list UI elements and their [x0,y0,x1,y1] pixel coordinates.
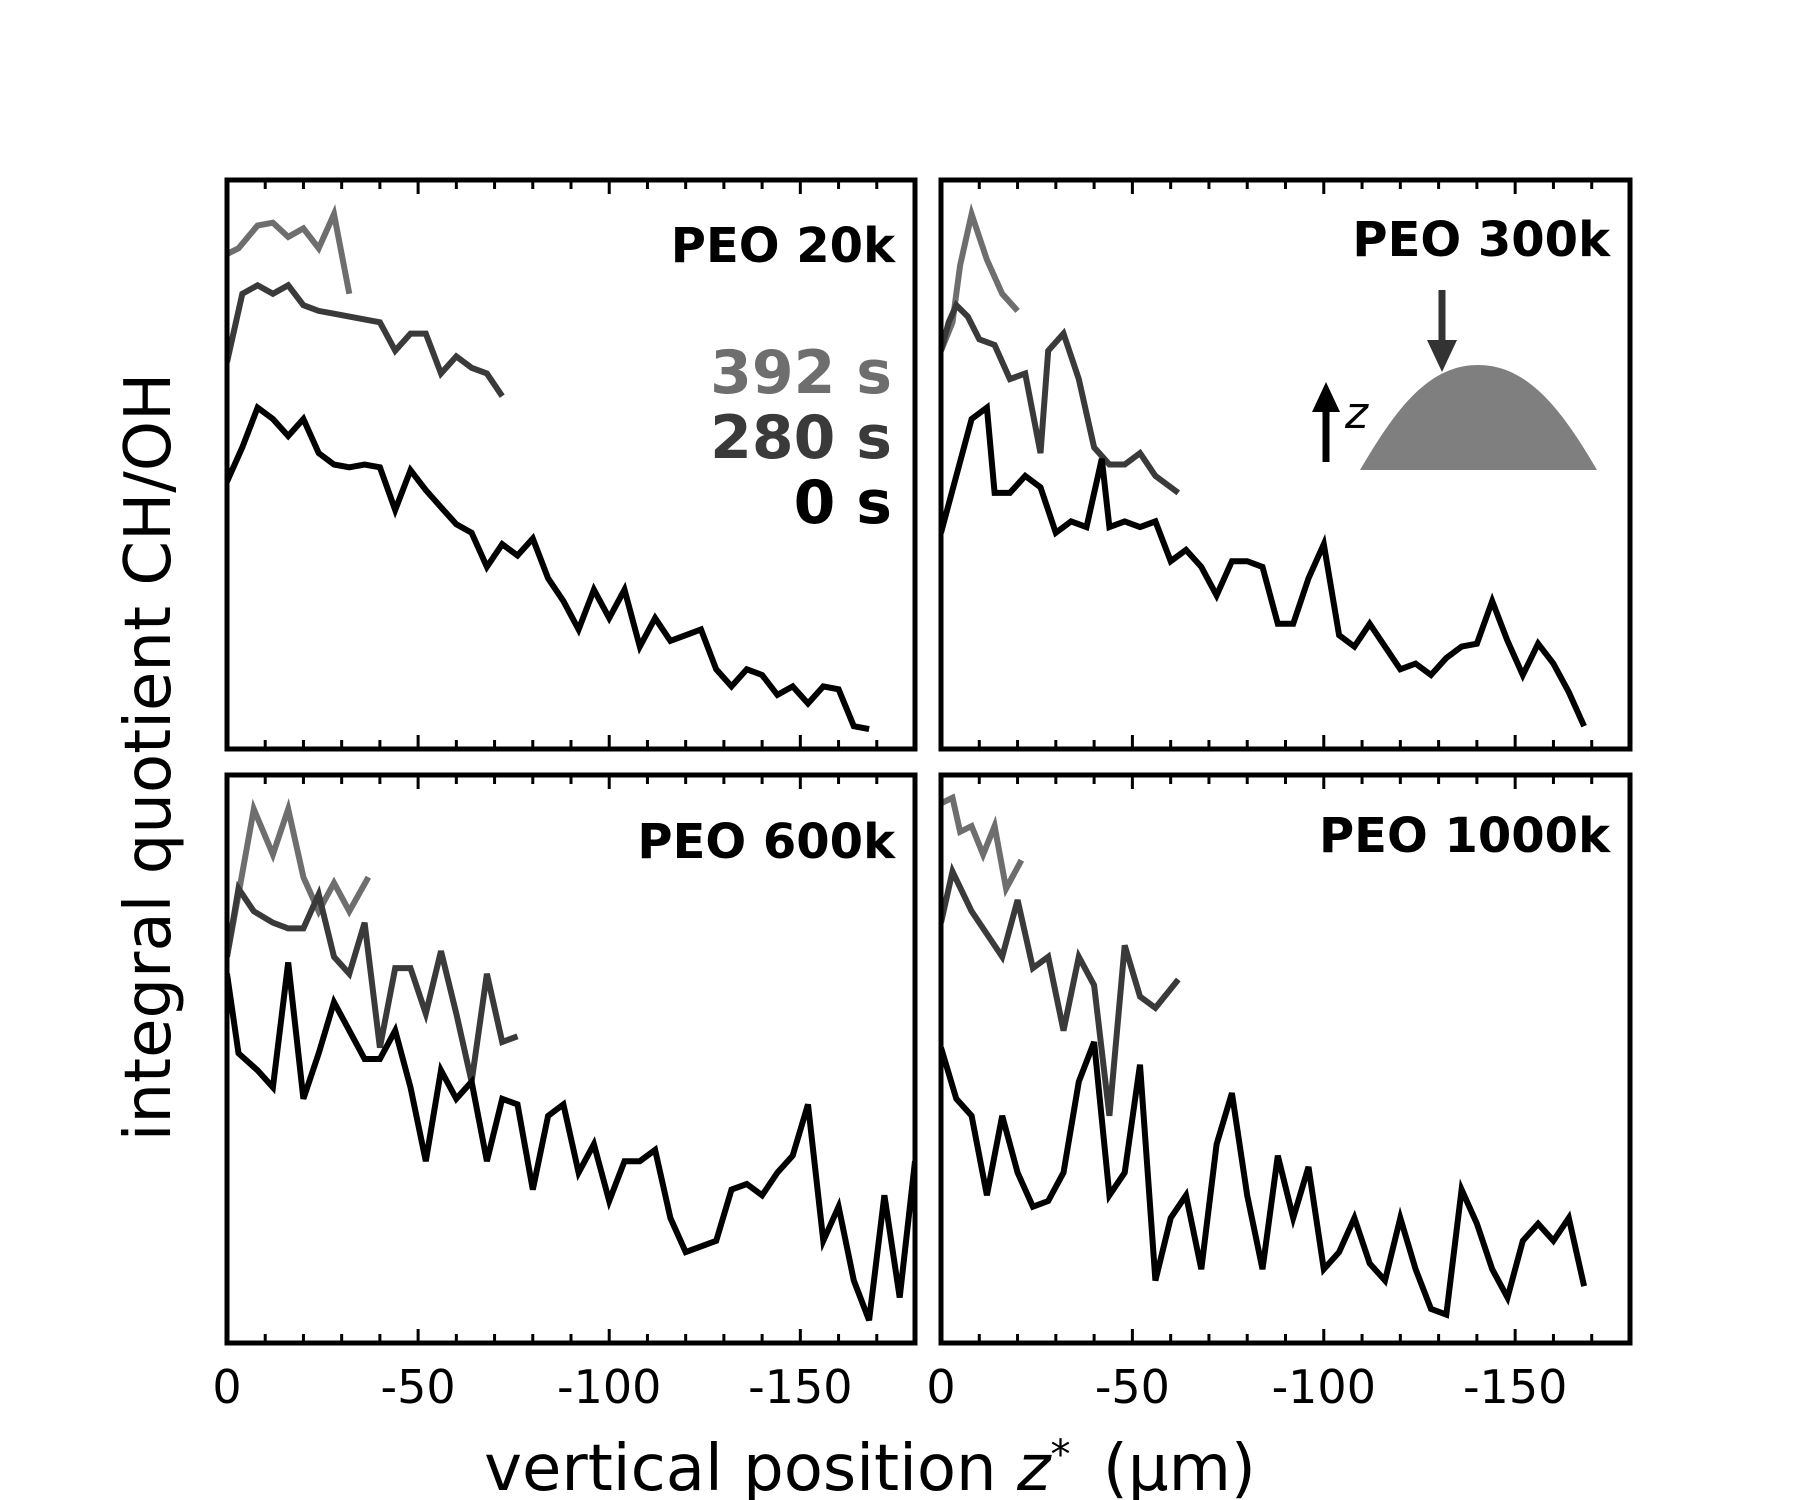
series-line-392s [941,202,1020,352]
series-group [227,204,870,733]
panel-peo-20k: PEO 20k [224,177,918,752]
x-tick-label: -100 [1272,1360,1376,1414]
series-line-0s [227,402,870,733]
panel-frame [224,177,918,752]
x-tick-label: 0 [926,1360,955,1414]
y-axis-label: integral quotient CH/OH [112,373,186,1142]
x-axis-label-var: z [1016,1432,1052,1500]
x-tick-label: -150 [1463,1360,1567,1414]
panel-frame [938,772,1633,1346]
series-group [227,797,915,1322]
drop-shape [1360,365,1597,470]
legend: 392 s 280 s 0 s [710,338,892,538]
series-line-0s [941,1040,1588,1319]
inset-z-label: z [1344,388,1369,439]
series-line-392s [941,793,1025,898]
panel-peo-1000k: PEO 1000k 0 -50 -100 -150 [926,772,1633,1414]
series-line-280s [227,880,519,1083]
x-axis-label-sup: * [1051,1432,1071,1478]
x-tick-label: -50 [1095,1360,1170,1414]
x-axis-label-text: vertical position [484,1432,996,1500]
x-axis-label: vertical position z* (μm) [484,1432,1256,1500]
series-line-392s [227,797,372,958]
series-line-0s [227,962,915,1322]
legend-entry-0s: 0 s [794,468,892,538]
panel-frame [938,177,1633,752]
panel-title: PEO 1000k [1319,808,1611,864]
series-line-0s [941,401,1587,728]
drop-inset: z [1312,290,1597,470]
x-axis-label-unit: (μm) [1103,1432,1256,1500]
series-line-392s [227,204,353,295]
series-line-280s [227,281,505,398]
x-tick-label: -100 [557,1360,661,1414]
x-tick-label: 0 [212,1360,241,1414]
panel-title: PEO 20k [671,218,896,274]
panel-peo-600k: PEO 600k 0 -50 -100 -150 [212,772,918,1414]
legend-entry-280s: 280 s [710,403,892,473]
inset-up-arrow-icon [1312,382,1340,412]
series-group [941,202,1587,728]
panel-title: PEO 600k [637,814,896,870]
panel-title: PEO 300k [1352,212,1611,268]
panel-frame [224,772,918,1346]
legend-entry-392s: 392 s [710,338,892,408]
series-line-280s [941,300,1181,496]
x-tick-label: -50 [381,1360,456,1414]
x-tick-label: -150 [748,1360,852,1414]
inset-down-arrow-icon [1427,340,1457,372]
series-line-280s [941,862,1181,1117]
panel-peo-300k: PEO 300k [938,177,1633,752]
series-group [941,793,1588,1319]
